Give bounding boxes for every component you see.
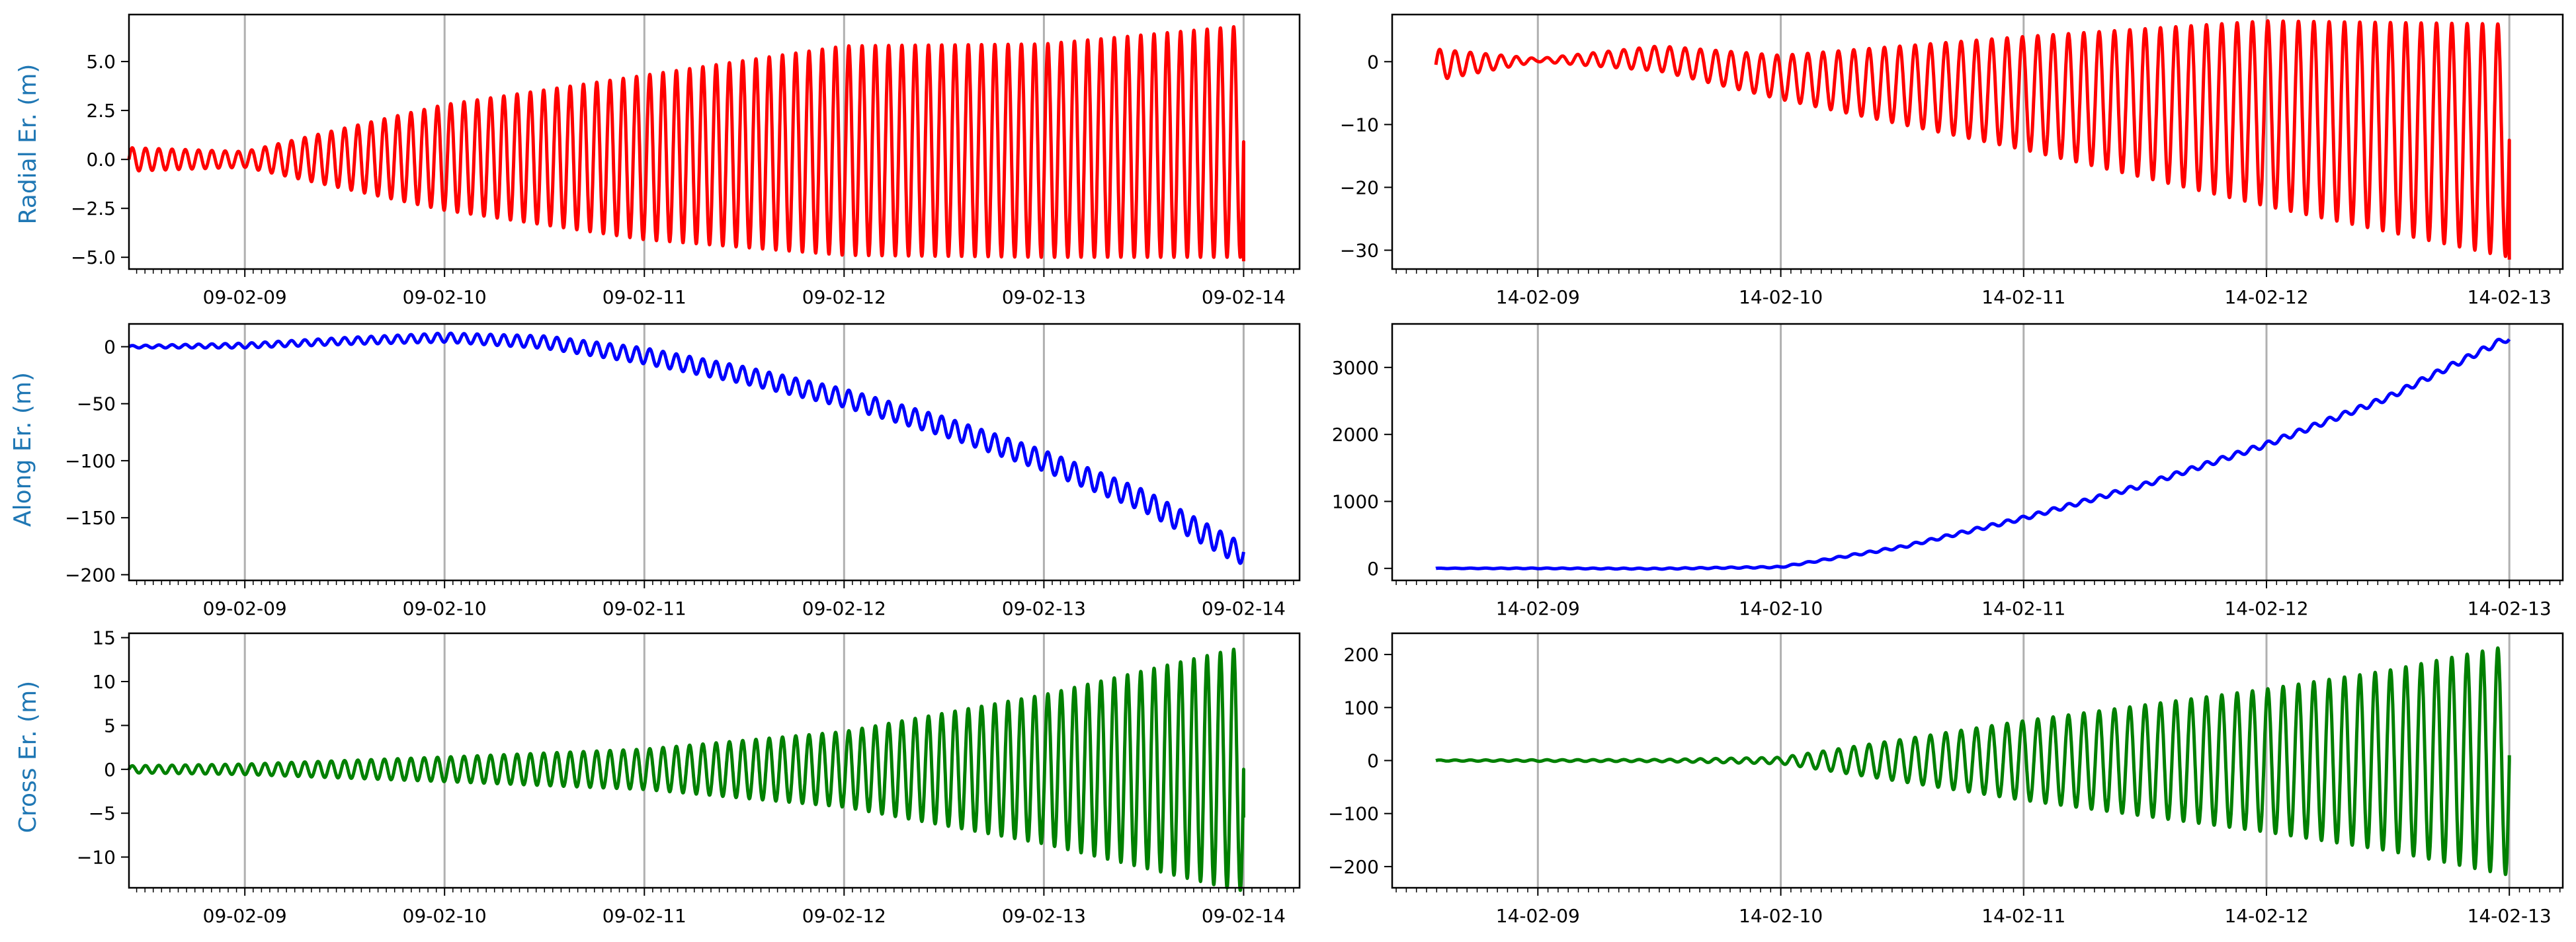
y-tick-label: −10 xyxy=(77,847,116,869)
y-tick-label: 0 xyxy=(104,336,116,358)
x-tick-label: 14-02-13 xyxy=(2468,598,2552,619)
x-tick-label: 09-02-09 xyxy=(203,286,287,308)
panel-radial-right: 14-02-09 14-02-10 14-02-11 14-02-12 14-02-13… xyxy=(1340,13,2564,308)
x-tick-label: 14-02-10 xyxy=(1739,905,1823,927)
x-tick-label: 14-02-09 xyxy=(1496,905,1580,927)
x-tick-label: 09-02-12 xyxy=(802,286,886,308)
x-tick-label: 14-02-12 xyxy=(2224,598,2308,619)
y-tick-label: −200 xyxy=(65,564,116,586)
x-tick-label: 14-02-13 xyxy=(2468,286,2552,308)
row-ylabel-along: Along Er. (m) xyxy=(9,372,36,527)
axes-frame xyxy=(128,632,1301,889)
x-tick-label: 09-02-09 xyxy=(203,905,287,927)
x-tick-label: 14-02-11 xyxy=(1981,286,2065,308)
y-tick-label: 0.0 xyxy=(86,149,116,171)
x-tick-label: 09-02-12 xyxy=(802,598,886,619)
panel-cross-right: 14-02-09 14-02-10 14-02-11 14-02-12 14-02-13… xyxy=(1328,632,2564,927)
y-tick-label: 0 xyxy=(1367,558,1379,580)
y-tick-label: −150 xyxy=(65,507,116,529)
y-tick-label: 15 xyxy=(92,627,116,649)
row-ylabel-cross: Cross Er. (m) xyxy=(15,681,42,833)
x-tick-label: 09-02-13 xyxy=(1002,286,1086,308)
y-tick-label: 0 xyxy=(1367,51,1379,73)
y-tick-label: −30 xyxy=(1340,240,1379,262)
x-tick-label: 14-02-10 xyxy=(1739,286,1823,308)
y-tick-label: 5 xyxy=(104,715,116,736)
x-tick-label: 09-02-14 xyxy=(1202,598,1286,619)
x-tick-label: 09-02-10 xyxy=(403,286,487,308)
x-tick-label: 14-02-11 xyxy=(1981,598,2065,619)
y-tick-label: 2000 xyxy=(1332,424,1379,446)
x-tick-label: 14-02-12 xyxy=(2224,286,2308,308)
y-tick-label: 1000 xyxy=(1332,491,1379,513)
row-ylabel-radial: Radial Er. (m) xyxy=(15,64,42,225)
y-tick-label: −50 xyxy=(77,393,116,415)
series-line-0 xyxy=(127,331,1245,565)
x-tick-label: 09-02-12 xyxy=(802,905,886,927)
series-line-0 xyxy=(1434,19,2511,260)
axes-frame xyxy=(1391,13,2564,270)
axes-frame xyxy=(128,323,1301,582)
y-tick-label: 100 xyxy=(1344,697,1379,719)
x-tick-label: 09-02-13 xyxy=(1002,905,1086,927)
y-tick-label: −100 xyxy=(65,450,116,472)
panel-radial-left: 09-02-09 09-02-10 09-02-11 09-02-12 09-02-13… xyxy=(71,13,1301,308)
x-tick-label: 09-02-13 xyxy=(1002,598,1086,619)
series-line-0 xyxy=(1434,646,2511,877)
y-tick-label: 0 xyxy=(104,759,116,781)
axes-frame xyxy=(1391,323,2564,582)
y-tick-label: 5.0 xyxy=(86,51,116,73)
panel-cross-left: 09-02-09 09-02-10 09-02-11 09-02-12 09-02-13… xyxy=(77,627,1301,927)
x-tick-label: 09-02-09 xyxy=(203,598,287,619)
x-tick-label: 14-02-11 xyxy=(1981,905,2065,927)
y-tick-label: 3000 xyxy=(1332,357,1379,379)
x-tick-label: 14-02-09 xyxy=(1496,286,1580,308)
y-tick-label: −10 xyxy=(1340,114,1379,136)
y-tick-label: 200 xyxy=(1344,644,1379,666)
y-tick-label: −5.0 xyxy=(71,247,116,268)
x-tick-label: 09-02-10 xyxy=(403,905,487,927)
x-tick-label: 14-02-09 xyxy=(1496,598,1580,619)
series-line-0 xyxy=(1434,337,2511,571)
y-tick-label: −20 xyxy=(1340,177,1379,198)
y-tick-label: 10 xyxy=(92,671,116,693)
series-line-0 xyxy=(127,647,1245,892)
x-tick-label: 14-02-10 xyxy=(1739,598,1823,619)
y-tick-label: −5 xyxy=(89,803,116,824)
x-tick-label: 09-02-11 xyxy=(602,905,686,927)
series-line-0 xyxy=(127,25,1245,262)
y-tick-label: −2.5 xyxy=(71,198,116,219)
x-tick-label: 14-02-12 xyxy=(2224,905,2308,927)
x-tick-label: 09-02-11 xyxy=(602,286,686,308)
panel-along-left: 09-02-09 09-02-10 09-02-11 09-02-12 09-02-13… xyxy=(65,323,1301,619)
panel-along-right: 14-02-09 14-02-10 14-02-11 14-02-12 14-02-13… xyxy=(1332,323,2564,619)
x-tick-label: 09-02-10 xyxy=(403,598,487,619)
y-tick-label: 0 xyxy=(1367,750,1379,772)
y-tick-label: −100 xyxy=(1328,803,1379,825)
y-tick-label: −200 xyxy=(1328,856,1379,878)
x-tick-label: 14-02-13 xyxy=(2468,905,2552,927)
x-tick-label: 09-02-14 xyxy=(1202,286,1286,308)
axes-frame xyxy=(1391,632,2564,889)
y-tick-label: 2.5 xyxy=(86,100,116,122)
x-tick-label: 09-02-14 xyxy=(1202,905,1286,927)
x-tick-label: 09-02-11 xyxy=(602,598,686,619)
axes-frame xyxy=(128,13,1301,270)
